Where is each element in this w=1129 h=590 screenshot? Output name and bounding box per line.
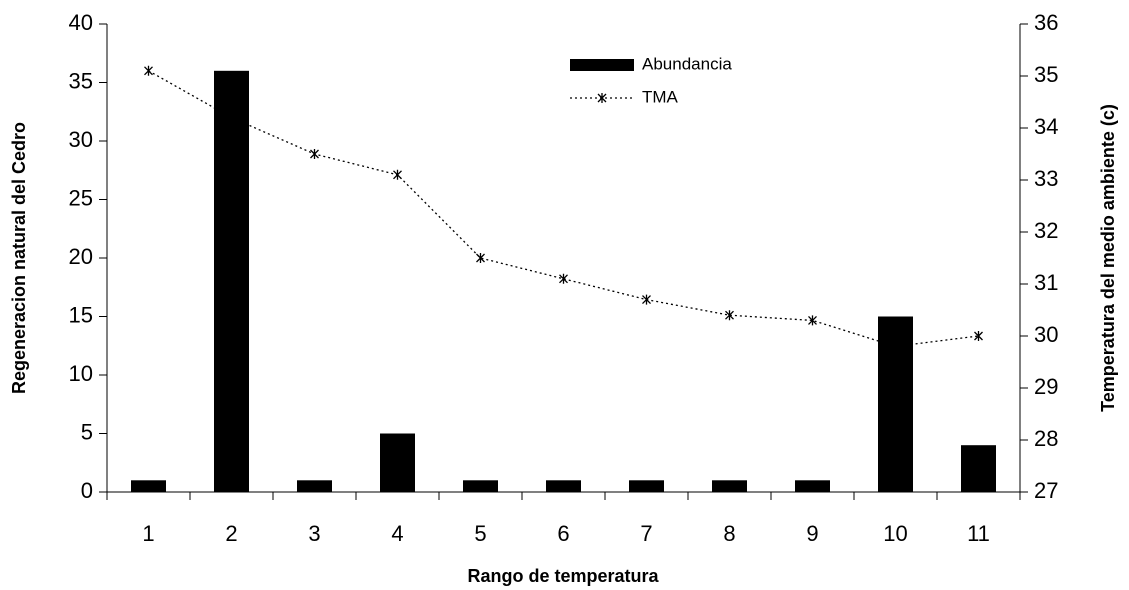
y2-tick-label: 27 [1034, 478, 1058, 503]
y-tick-label: 20 [69, 244, 93, 269]
line-marker [974, 331, 983, 341]
x-tick-label: 10 [883, 521, 907, 546]
y2-tick-label: 30 [1034, 322, 1058, 347]
y-tick-label: 35 [69, 68, 93, 93]
y2-tick-label: 36 [1034, 10, 1058, 35]
y-tick-label: 5 [81, 419, 93, 444]
bar [629, 480, 664, 492]
line-marker [808, 315, 817, 326]
line-marker [227, 112, 236, 123]
y2-tick-label: 34 [1034, 114, 1058, 139]
line-marker [144, 65, 153, 76]
line-marker [725, 310, 734, 321]
y-tick-label: 15 [69, 302, 93, 327]
x-tick-label: 9 [806, 521, 818, 546]
x-tick-label: 1 [142, 521, 154, 546]
y2-tick-label: 35 [1034, 62, 1058, 87]
bar [546, 480, 581, 492]
x-tick-label: 7 [640, 521, 652, 546]
line-marker [891, 341, 900, 352]
y2-tick-label: 29 [1034, 374, 1058, 399]
bar [131, 480, 166, 492]
y2-axis-label: Temperatura del medio ambiente (c) [1098, 104, 1118, 412]
legend-label: TMA [642, 87, 679, 106]
line-marker [642, 294, 651, 305]
y2-tick-label: 28 [1034, 426, 1058, 451]
bar [214, 70, 249, 493]
x-tick-label: 3 [308, 521, 320, 546]
bar [297, 480, 332, 492]
y-axis-label: Regeneracion natural del Cedro [9, 122, 29, 394]
x-tick-label: 8 [723, 521, 735, 546]
legend-marker [597, 93, 607, 103]
bar [795, 480, 830, 492]
y2-tick-label: 31 [1034, 270, 1058, 295]
x-tick-label: 6 [557, 521, 569, 546]
line-marker [393, 169, 402, 180]
y-tick-label: 25 [69, 185, 93, 210]
x-tick-label: 2 [225, 521, 237, 546]
x-axis-label: Rango de temperatura [467, 566, 659, 586]
line [148, 70, 979, 348]
bar [463, 480, 498, 492]
bar [712, 480, 747, 492]
y-tick-label: 30 [69, 127, 93, 152]
y2-tick-label: 33 [1034, 166, 1058, 191]
x-tick-label: 11 [967, 521, 990, 546]
y-tick-label: 10 [69, 361, 93, 386]
y-tick-label: 40 [69, 10, 93, 35]
y2-tick-label: 32 [1034, 218, 1058, 243]
line-marker [310, 149, 319, 159]
line-marker [476, 253, 485, 263]
legend-swatch [570, 59, 634, 71]
x-tick-label: 4 [391, 521, 403, 546]
legend-label: Abundancia [642, 54, 732, 73]
bar [380, 433, 415, 492]
line-marker [559, 273, 568, 284]
x-tick-label: 5 [474, 521, 486, 546]
y-tick-label: 0 [81, 478, 93, 503]
bar [961, 445, 996, 492]
